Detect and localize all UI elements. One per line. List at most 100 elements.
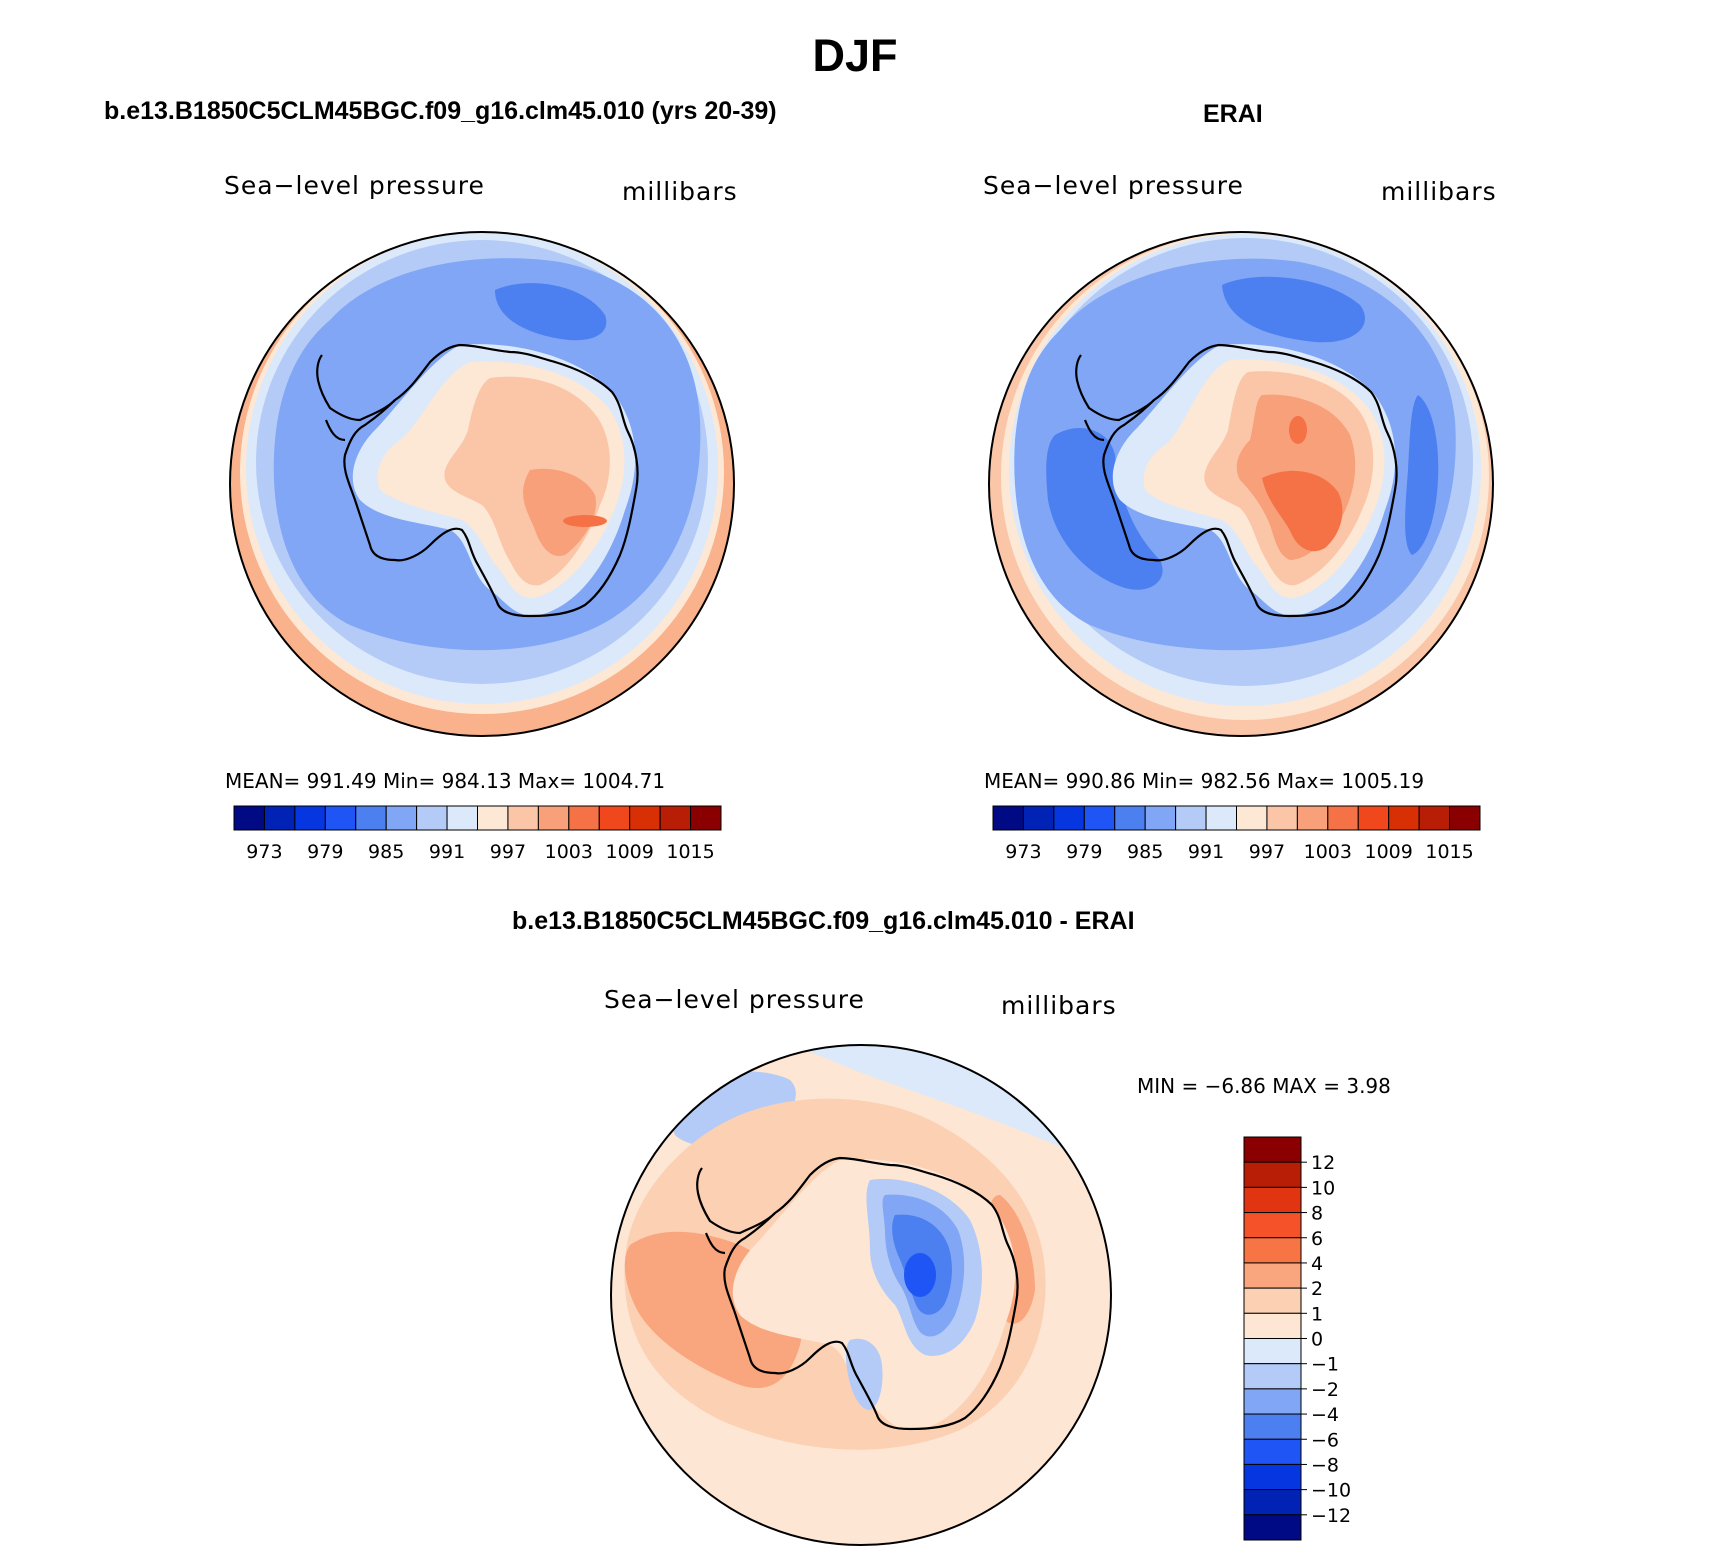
panel1-colorbar-tick-label: 1003 [545,841,593,863]
panel1-colorbar-tick-label: 991 [429,841,465,863]
panel2-stats: MEAN= 990.86 Min= 982.56 Max= 1005.19 [984,769,1425,793]
panel2-colorbar-tick-label: 979 [1066,841,1102,863]
panel1-colorbar-swatch [629,805,661,831]
panel1-colorbar-swatch [355,805,387,831]
panel2-colorbar-swatch [1357,805,1390,831]
panel2-colorbar-tick-label: 973 [1005,841,1041,863]
panel2-colorbar-swatch [1327,805,1359,831]
figure-title: DJF [812,30,898,81]
panel1-map-border [229,231,735,737]
panel3-colorbar-swatch [1243,1186,1302,1214]
panel1-colorbar-swatch [537,805,570,831]
panel1-colorbar-swatch [294,805,326,831]
panel1-colorbar-tick-label: 979 [307,841,343,863]
panel2-low-core-east [1405,395,1439,555]
panel3-colorbar-swatch [1243,1363,1302,1390]
panel2-colorbar-swatch [1418,805,1451,831]
panel2-low-core-north [1222,276,1365,343]
panel3-negative-core [904,1253,936,1297]
panel3-colorbar-tick-label: −12 [1311,1505,1351,1527]
panel1-colorbar: 973 979 985 991 997 1003 1009 1015 [233,805,722,863]
panel3-colorbar-swatch [1243,1463,1302,1491]
panel3-map [610,1044,1112,1546]
panel3-colorbar-tick-label: 8 [1311,1203,1323,1225]
panel1-colorbar-tick-label: 1009 [606,841,654,863]
panel3-colorbar-swatch [1243,1514,1302,1541]
panel3-map-border [610,1044,1112,1546]
panel3-colorbar-swatch [1243,1489,1302,1516]
panel2-colorbar-tick-label: 985 [1127,841,1163,863]
panel3-colorbar-tick-label: −6 [1311,1429,1339,1451]
panel2-colorbar-tick-label: 1003 [1304,841,1352,863]
panel3-colorbar-tick-label: 12 [1311,1152,1335,1174]
panel2-colorbar-swatch [1296,805,1329,831]
panel1-colorbar-tick-label: 997 [490,841,526,863]
panel1-colorbar-swatch [568,805,600,831]
panel1-colorbar-tick-label: 1015 [666,841,714,863]
panel3-colorbar-tick-label: 10 [1311,1177,1335,1199]
panel1-stats: MEAN= 991.49 Min= 984.13 Max= 1004.71 [225,769,666,793]
panel3-colorbar-swatch [1243,1161,1302,1188]
panel2-map-border [988,231,1494,737]
panel2-colorbar: 973 979 985 991 997 1003 1009 1015 [992,805,1481,863]
panel2-colorbar-swatch [1205,805,1237,831]
panel2-high-spot [1289,416,1307,444]
panel1-peninsula [316,354,396,442]
panel2-variable-label: Sea−level pressure [983,171,1244,200]
panel3-colorbar-tick-label: −2 [1311,1379,1339,1401]
panel1-units-label: millibars [622,177,738,206]
panel3-colorbar-swatch [1243,1438,1302,1465]
panel2-colorbar-swatch [1449,805,1481,831]
panel3-colorbar-swatch [1243,1136,1302,1163]
panel2-colorbar-swatch [1083,805,1116,831]
panel3-colorbar-swatch [1243,1413,1302,1440]
panel2-colorbar-tick-label: 1015 [1425,841,1473,863]
panel2-units-label: millibars [1381,177,1497,206]
panel1-colorbar-swatch [598,805,631,831]
panel3-colorbar-tick-label: −10 [1311,1480,1351,1502]
panel3-colorbar-tick-label: −1 [1311,1354,1339,1376]
panel1-colorbar-tick-label: 973 [246,841,282,863]
panel2-low-core-west [1046,427,1163,590]
panel3-title: b.e13.B1850C5CLM45BGC.f09_g16.clm45.010 … [512,907,1135,935]
panel1-colorbar-swatch [477,805,509,831]
panel3-variable-label: Sea−level pressure [604,985,865,1014]
panel2-colorbar-tick-label: 1009 [1365,841,1413,863]
panel3-negative-ross [845,1338,883,1410]
panel3-colorbar-swatch [1243,1287,1302,1314]
panel2-colorbar-swatch [1266,805,1298,831]
panel2-colorbar-swatch [1114,805,1146,831]
panel3-colorbar-swatch [1243,1388,1302,1415]
panel1-colorbar-swatch [324,805,357,831]
panel1-coastline [343,343,639,618]
panel2-high-core [1262,470,1343,552]
panel1-high-peak [563,515,607,527]
panel3-colorbar-swatch [1243,1212,1302,1239]
panel2-title: ERAI [1203,100,1263,128]
panel3-colorbar-tick-label: 1 [1311,1303,1323,1325]
panel1-colorbar-swatch [385,805,418,831]
panel2-colorbar-swatch [1175,805,1207,831]
panel1-colorbar-tick-label: 985 [368,841,404,863]
panel1-colorbar-swatch [446,805,478,831]
panel1-high-core [523,468,596,556]
panel2-colorbar-swatch [992,805,1024,831]
panel1-variable-label: Sea−level pressure [224,171,485,200]
panel2-colorbar-tick-label: 991 [1188,841,1224,863]
panel3-peninsula [696,1167,776,1255]
panel1-colorbar-swatch [659,805,692,831]
panel3-colorbar-swatch [1243,1237,1302,1264]
panel3-colorbar-tick-label: −8 [1311,1454,1339,1476]
panel1-colorbar-swatch [416,805,448,831]
panel3-colorbar-swatch [1243,1262,1302,1289]
panel3-colorbar-tick-label: 0 [1311,1329,1323,1351]
panel3-units-label: millibars [1001,991,1117,1020]
panel1-title: b.e13.B1850C5CLM45BGC.f09_g16.clm45.010 … [104,97,777,125]
panel2-colorbar-swatch [1388,805,1420,831]
panel2-coastline [1102,343,1398,618]
panel3-colorbar-tick-label: 4 [1311,1253,1323,1275]
panel1-colorbar-swatch [690,805,722,831]
panel1-map [229,231,735,737]
panel3-stats: MIN = −6.86 MAX = 3.98 [1137,1074,1391,1098]
